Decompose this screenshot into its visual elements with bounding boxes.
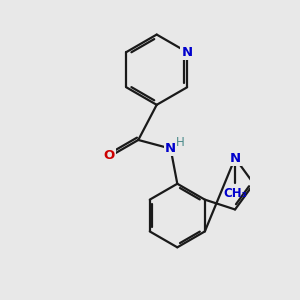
Text: H: H [176, 136, 184, 149]
Text: O: O [103, 149, 115, 162]
Text: CH₃: CH₃ [223, 187, 247, 200]
Text: N: N [230, 152, 241, 164]
Text: N: N [165, 142, 176, 155]
Text: N: N [182, 46, 193, 59]
